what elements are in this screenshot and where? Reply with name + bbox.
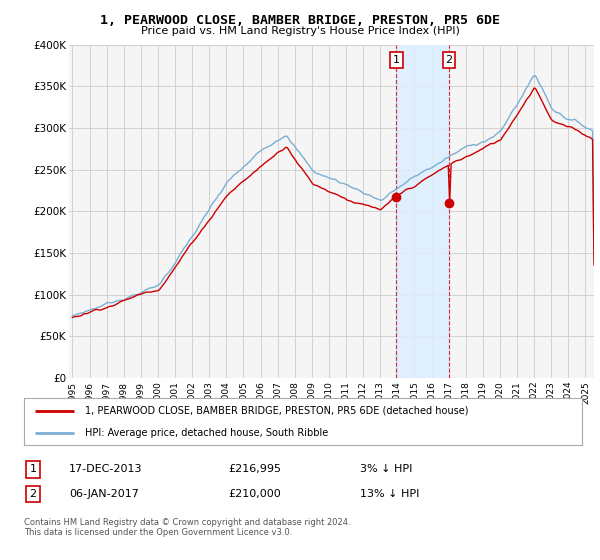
Text: 1, PEARWOOD CLOSE, BAMBER BRIDGE, PRESTON, PR5 6DE (detached house): 1, PEARWOOD CLOSE, BAMBER BRIDGE, PRESTO… [85, 406, 469, 416]
Text: 3% ↓ HPI: 3% ↓ HPI [360, 464, 412, 474]
Text: 17-DEC-2013: 17-DEC-2013 [69, 464, 143, 474]
Text: 1: 1 [393, 55, 400, 65]
Text: 2: 2 [29, 489, 37, 499]
Text: £210,000: £210,000 [228, 489, 281, 499]
Text: Price paid vs. HM Land Registry's House Price Index (HPI): Price paid vs. HM Land Registry's House … [140, 26, 460, 36]
Bar [397, 45, 449, 378]
Text: 06-JAN-2017: 06-JAN-2017 [69, 489, 139, 499]
Text: 1: 1 [29, 464, 37, 474]
Text: 2: 2 [446, 55, 453, 65]
Text: 13% ↓ HPI: 13% ↓ HPI [360, 489, 419, 499]
Text: Contains HM Land Registry data © Crown copyright and database right 2024.
This d: Contains HM Land Registry data © Crown c… [24, 518, 350, 538]
Text: £216,995: £216,995 [228, 464, 281, 474]
Text: 1, PEARWOOD CLOSE, BAMBER BRIDGE, PRESTON, PR5 6DE: 1, PEARWOOD CLOSE, BAMBER BRIDGE, PRESTO… [100, 14, 500, 27]
Text: HPI: Average price, detached house, South Ribble: HPI: Average price, detached house, Sout… [85, 428, 329, 438]
